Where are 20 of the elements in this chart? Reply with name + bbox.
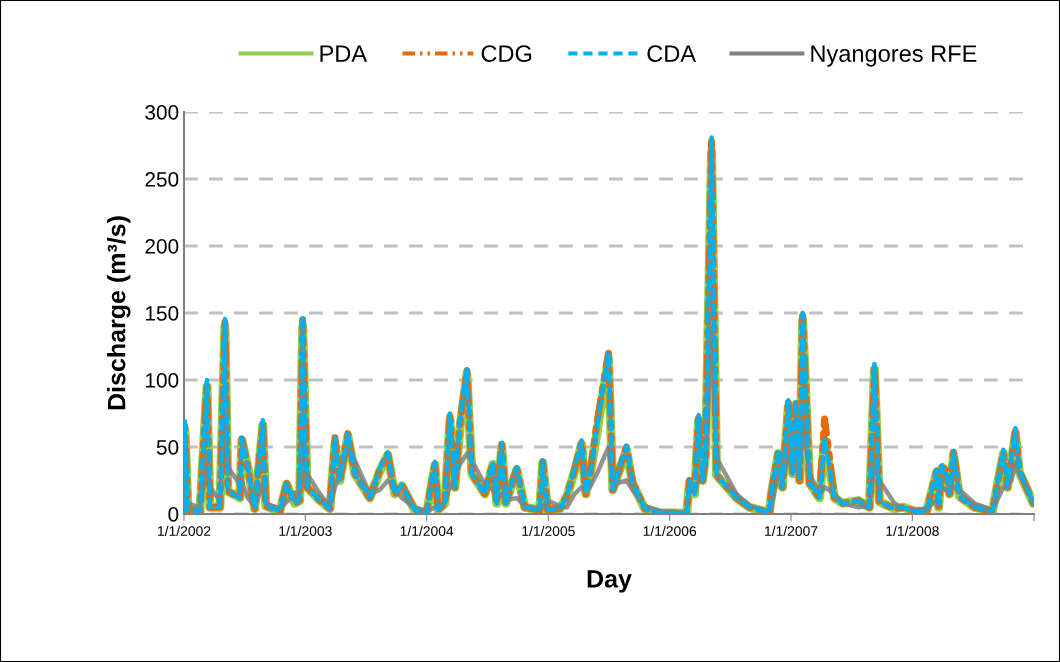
- x-tick-label: 1/1/2008: [886, 525, 939, 537]
- y-tick-label: 50: [156, 440, 179, 455]
- x-tick-label: 1/1/2005: [522, 525, 575, 537]
- x-tick-label: 1/1/2007: [765, 525, 818, 537]
- y-tick-label: 0: [168, 507, 179, 522]
- legend-label: CDG: [481, 45, 532, 62]
- y-tick-label: 300: [145, 105, 179, 120]
- x-axis-title: Day: [587, 570, 632, 593]
- y-tick-label: 100: [145, 373, 179, 388]
- x-tick-label: 1/1/2004: [400, 525, 454, 537]
- y-axis-title: Discharge (m³/s): [107, 216, 131, 410]
- x-tick-label: 1/1/2003: [279, 525, 332, 537]
- x-tick-label: 1/1/2002: [158, 525, 211, 537]
- y-tick-label: 200: [145, 239, 179, 254]
- legend-label: Nyangores RFE: [811, 45, 977, 67]
- y-tick-label: 150: [145, 306, 179, 321]
- legend-label: PDA: [320, 45, 368, 62]
- y-tick-label: 250: [145, 172, 179, 187]
- x-tick-label: 1/1/2006: [643, 525, 697, 537]
- legend-label: CDA: [647, 45, 697, 62]
